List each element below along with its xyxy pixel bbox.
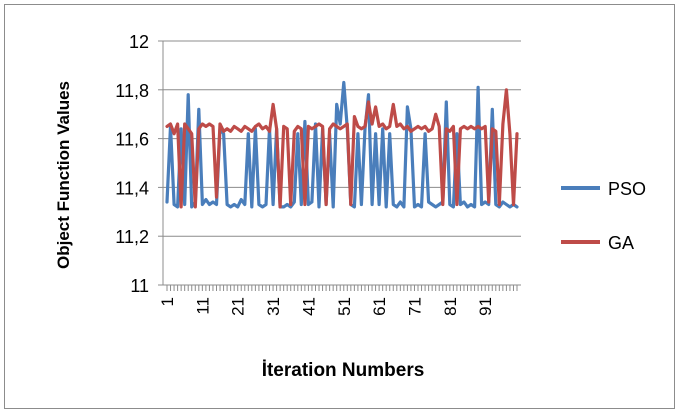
y-tick-label: 11,2 [115,227,149,247]
x-tick-label: 1 [158,297,177,306]
x-tick-label: 61 [370,297,389,316]
x-tick-label: 91 [476,297,495,316]
x-tick-label: 71 [405,297,424,316]
x-tick-label: 41 [299,297,318,316]
y-tick-label: 11,8 [115,81,149,101]
y-tick-label: 11,4 [115,178,149,198]
y-tick-label: 11,6 [115,130,149,150]
x-tick-label: 11 [193,297,212,315]
x-tick-label: 81 [441,297,460,316]
axes [158,40,521,291]
x-tick-labels: 1 11 21 31 41 51 61 71 81 91 [158,297,495,316]
y-axis-label: Object Function Values [54,81,73,269]
x-tick-label: 21 [229,297,248,316]
chart-frame: 11 11,2 11,4 11,6 11,8 12 1 11 21 31 41 51 61 71 81 91… [4,4,675,409]
x-tick-label: 51 [335,297,354,316]
legend-label-ga: GA [608,233,634,253]
x-tick-label: 31 [264,297,283,316]
legend: PSO GA [561,179,646,253]
series-lines [165,80,519,209]
x-axis-label: İteration Numbers [262,360,425,381]
y-tick-label: 11 [130,276,149,296]
series-line-ga [165,88,519,209]
legend-label-pso: PSO [608,179,646,199]
y-tick-label: 12 [129,32,149,52]
y-tick-labels: 11 11,2 11,4 11,6 11,8 12 [115,32,149,296]
